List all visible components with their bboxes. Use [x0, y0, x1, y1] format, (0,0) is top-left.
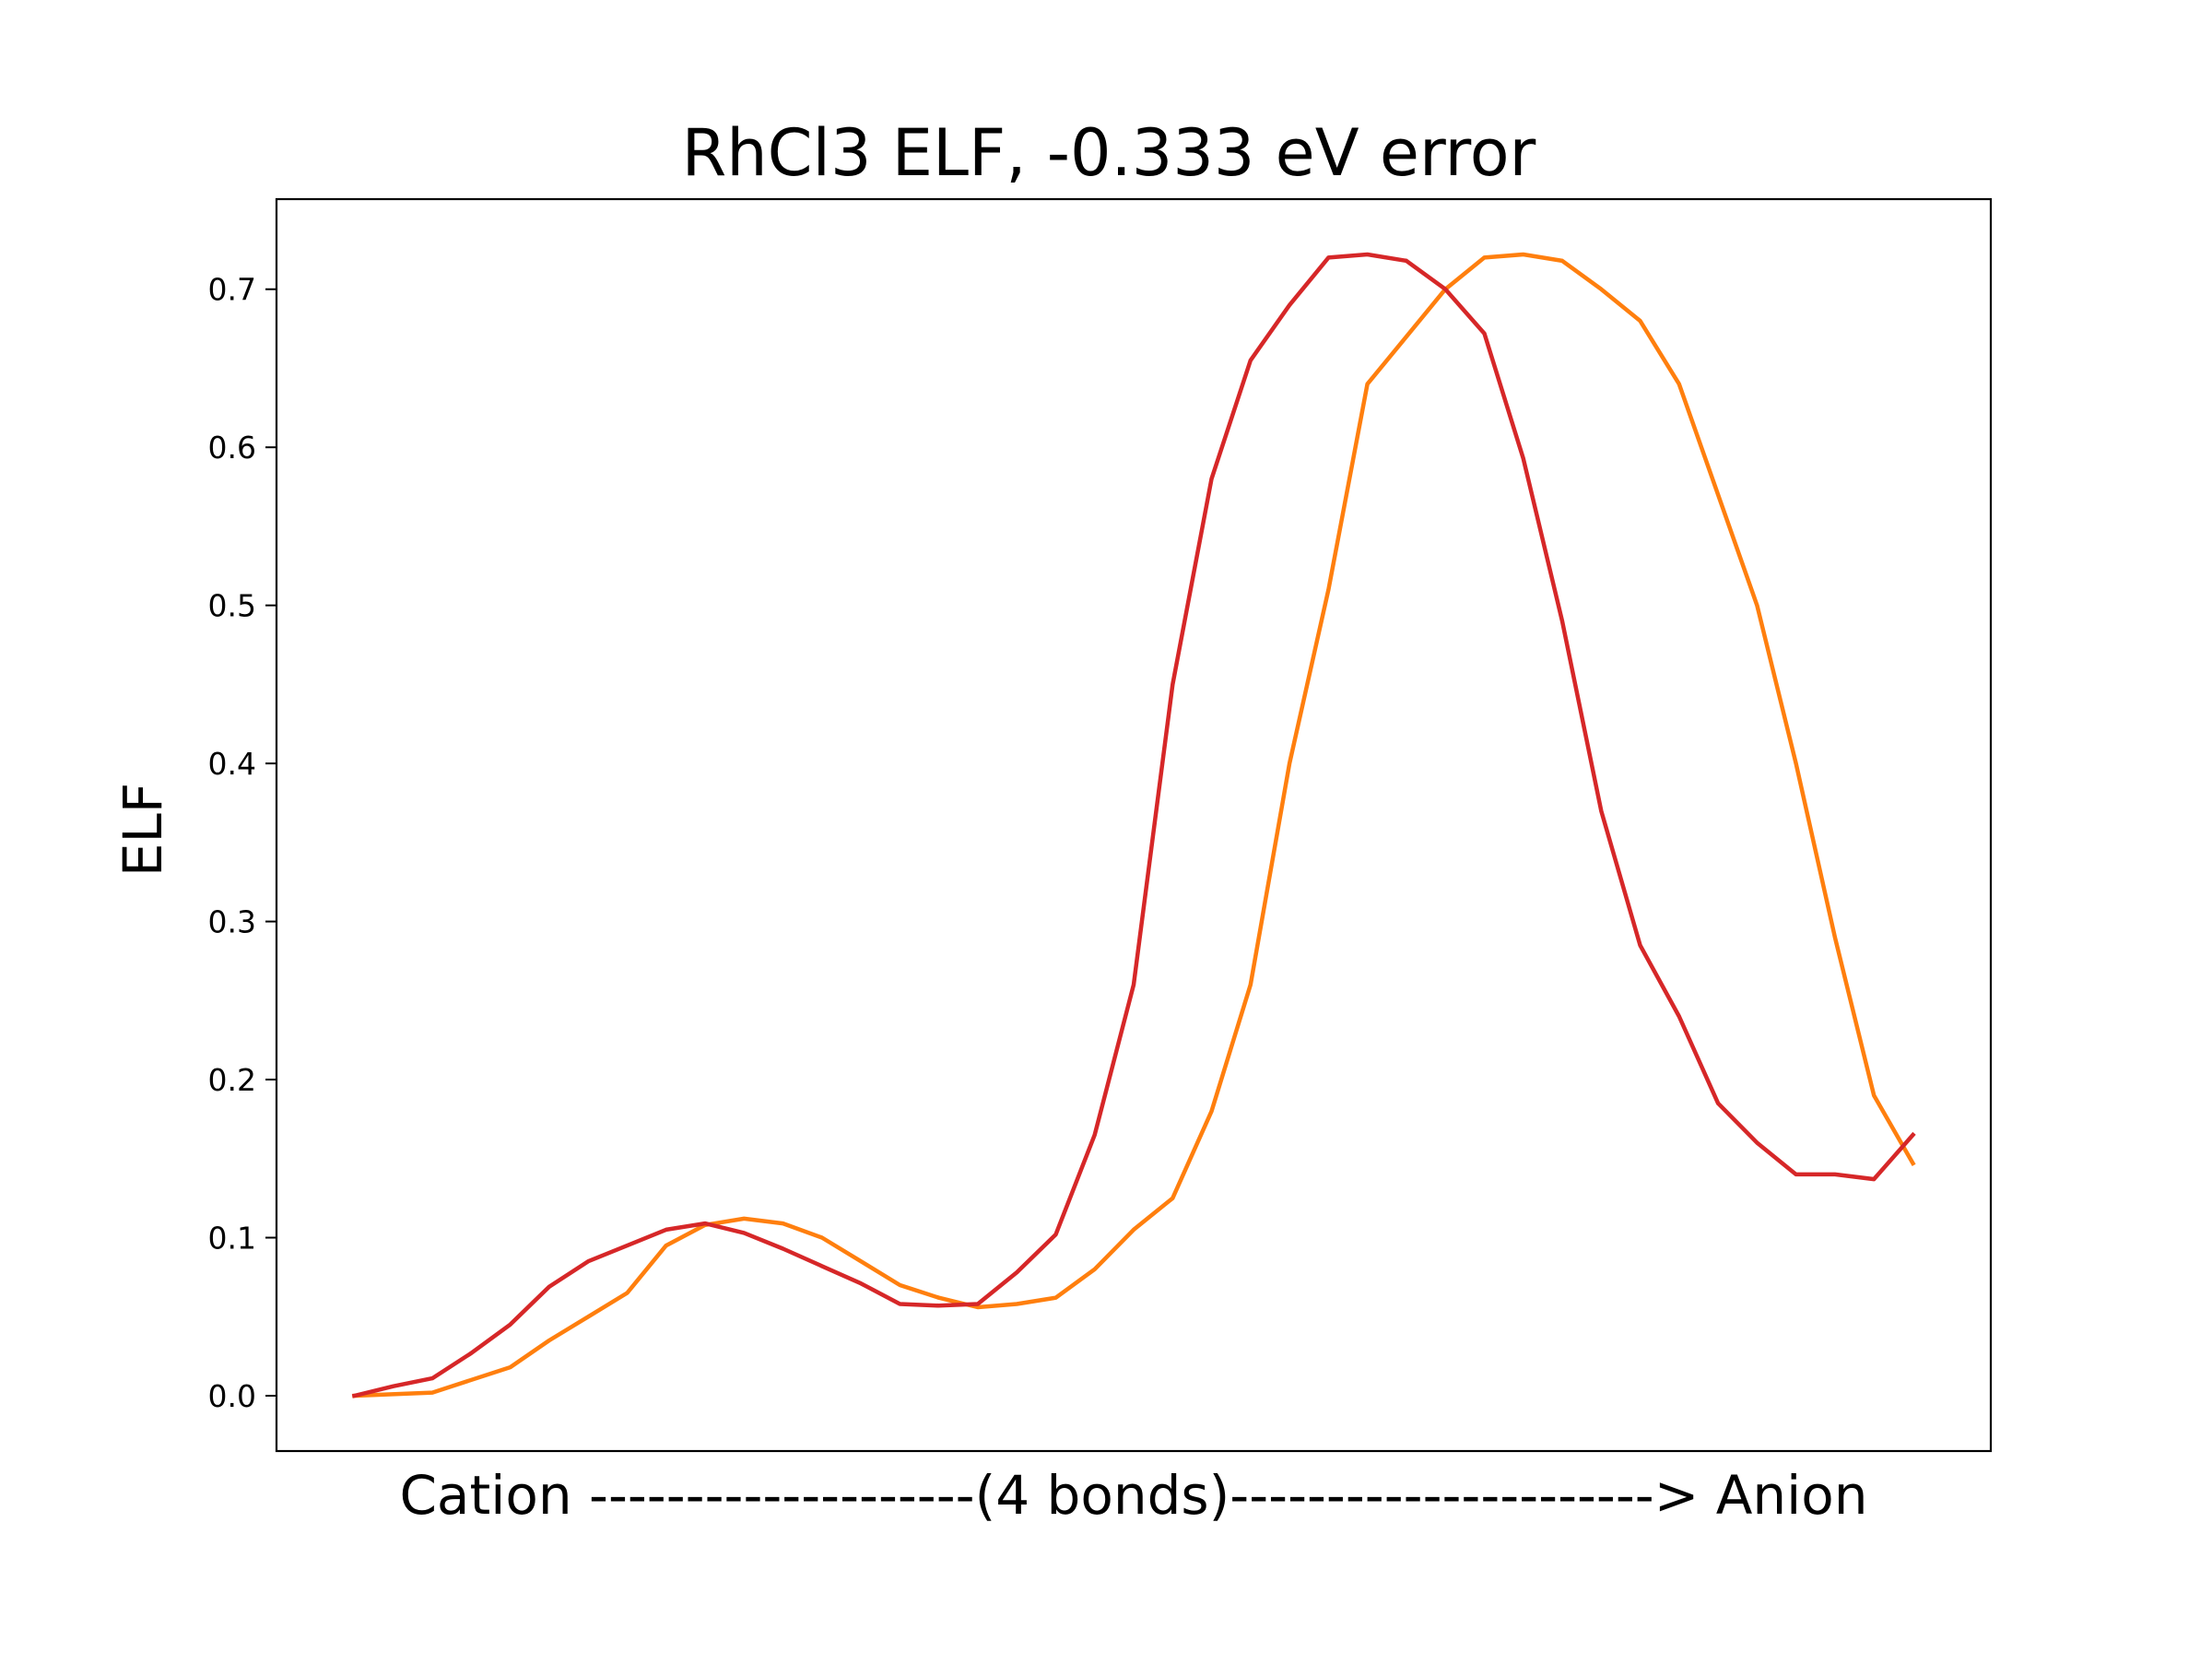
y-tick-label: 0.5: [208, 588, 256, 624]
series-layer: [351, 252, 1916, 1398]
y-tick-label: 0.2: [208, 1062, 256, 1098]
y-tick-label: 0.3: [208, 904, 256, 940]
y-tick-label: 0.7: [208, 272, 256, 308]
y-tick-label: 0.1: [208, 1221, 256, 1257]
series-line-1: [352, 252, 1916, 1398]
y-tick-label: 0.0: [208, 1378, 256, 1414]
chart-title: RhCl3 ELF, -0.333 eV error: [682, 115, 1536, 191]
x-axis-label: Cation --------------------(4 bonds)----…: [399, 1464, 1867, 1527]
plot-frame: [275, 197, 1993, 1453]
y-axis-ticks: 0.0 0.1 0.2 0.3 0.4 0.5 0.6 0.7: [208, 272, 276, 1414]
y-tick-label: 0.4: [208, 746, 256, 782]
plot-area: 0.0 0.1 0.2 0.3 0.4 0.5 0.6 0.7: [208, 197, 1993, 1453]
series-line-2: [351, 252, 1916, 1398]
y-axis-label: ELF: [112, 783, 174, 877]
y-tick-label: 0.6: [208, 430, 256, 466]
